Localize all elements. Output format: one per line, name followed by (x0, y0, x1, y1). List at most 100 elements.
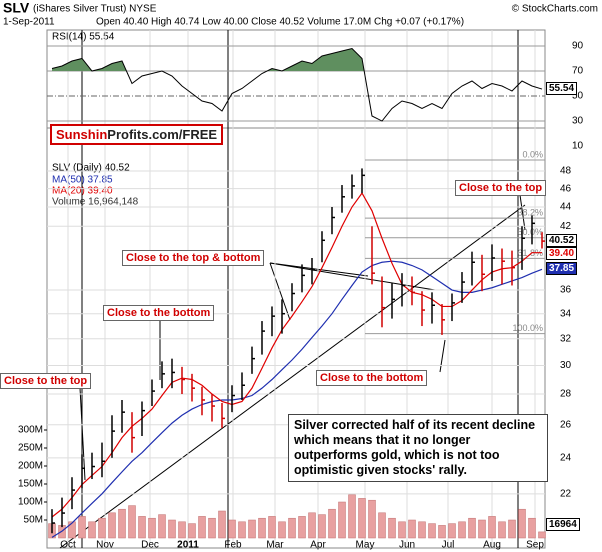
volume-tick-label: 200M (18, 461, 43, 472)
volume-bar (428, 523, 436, 539)
price-bar (291, 283, 295, 312)
volume-bar (528, 517, 536, 539)
annotation: Close to the top (0, 373, 92, 389)
last-value-label: 39.40 (546, 247, 578, 260)
price-bar (61, 497, 65, 528)
x-tick-label: Oct (60, 540, 76, 551)
volume-bar (298, 516, 306, 539)
volume-bar (188, 523, 196, 539)
volume-bar (468, 517, 476, 539)
volume-bar (308, 512, 316, 539)
volume-bar (228, 519, 236, 539)
price-bar (251, 346, 255, 374)
price-bar (471, 251, 475, 286)
y-tick-label: 34 (560, 308, 572, 319)
y-tick-label: 36 (560, 285, 572, 296)
annotation: Close to the top (455, 180, 547, 196)
y-tick-label: 30 (560, 360, 572, 371)
y-tick-label: 26 (560, 419, 572, 430)
price-bar (211, 394, 215, 422)
volume-legend: Volume 16,964,148 (52, 197, 139, 208)
price-bar (301, 264, 305, 293)
volume-bar (378, 512, 386, 539)
price-bar (151, 379, 155, 407)
price-bar (481, 254, 485, 292)
price-bar (261, 321, 265, 355)
x-tick-label: Feb (224, 540, 242, 551)
volume-bar (108, 512, 116, 539)
fib-label: 0.0% (522, 149, 543, 159)
price-bar (461, 272, 465, 303)
price-bar (321, 231, 325, 263)
volume-bar (518, 508, 526, 539)
volume-tick-label: 250M (18, 443, 43, 454)
volume-bar (138, 516, 146, 539)
volume-bar (328, 508, 336, 539)
price-bar (361, 168, 365, 194)
rsi-tick-label: 50 (572, 91, 584, 102)
volume-bar (488, 516, 496, 539)
volume-bar (438, 525, 446, 539)
price-bar (71, 477, 75, 510)
price-bar (541, 232, 545, 249)
volume-bar (338, 501, 346, 539)
price-bar (161, 361, 165, 389)
volume-bar (358, 498, 366, 539)
last-value-label: 16964 (546, 518, 580, 531)
price-bar (111, 415, 115, 458)
price-bar (231, 385, 235, 413)
volume-bar (218, 510, 226, 539)
price-bar (271, 306, 275, 337)
price-bar (181, 366, 185, 395)
volume-bar (478, 519, 486, 539)
price-bar (51, 509, 55, 534)
x-tick-label: Sep (526, 540, 544, 551)
fib-label: 100.0% (512, 323, 543, 333)
volume-bar (168, 519, 176, 539)
logo-part: Sunshin (56, 127, 108, 142)
volume-bar (408, 519, 416, 539)
logo: SunshinProfits.com/FREE (50, 124, 224, 145)
y-tick-label: 44 (560, 202, 572, 213)
x-tick-label: Jun (399, 540, 415, 551)
price-bar (101, 442, 105, 478)
y-tick-label: 24 (560, 452, 572, 463)
price-bar (441, 304, 445, 335)
logo-part: Profits.com/FREE (107, 127, 218, 142)
price-bar (311, 257, 315, 285)
volume-bar (538, 531, 546, 539)
copyright: © StockCharts.com (512, 4, 598, 15)
volume-bar (78, 516, 86, 539)
rsi-tick-label: 70 (572, 66, 584, 77)
fib-label: 50.0% (517, 227, 543, 237)
price-bar (221, 402, 225, 428)
volume-bar (128, 505, 136, 539)
price-bar (191, 373, 195, 402)
volume-bar (388, 517, 396, 539)
price-bar (381, 276, 385, 328)
price-bar (141, 401, 145, 436)
volume-bar (458, 521, 466, 539)
price-bar (501, 248, 505, 285)
volume-bar (88, 521, 96, 539)
volume-bar (258, 517, 266, 539)
price-bar (521, 226, 525, 270)
price-bar (431, 292, 435, 324)
y-tick-label: 28 (560, 389, 572, 400)
rsi-legend: RSI(14) 55.54 (52, 32, 115, 43)
y-tick-label: 32 (560, 333, 572, 344)
volume-bar (208, 517, 216, 539)
price-bar (81, 454, 85, 489)
note: Silver corrected half of its recent decl… (288, 414, 548, 482)
y-tick-label: 46 (560, 183, 572, 194)
price-bar (241, 372, 245, 400)
x-tick-label: Nov (96, 540, 114, 551)
volume-bar (268, 516, 276, 539)
last-value-label: 37.85 (546, 262, 578, 275)
volume-bar (398, 521, 406, 539)
y-tick-label: 42 (560, 221, 572, 232)
price-bar (491, 244, 495, 281)
fib-label: 38.2% (517, 207, 543, 217)
y-tick-label: 48 (560, 166, 572, 177)
